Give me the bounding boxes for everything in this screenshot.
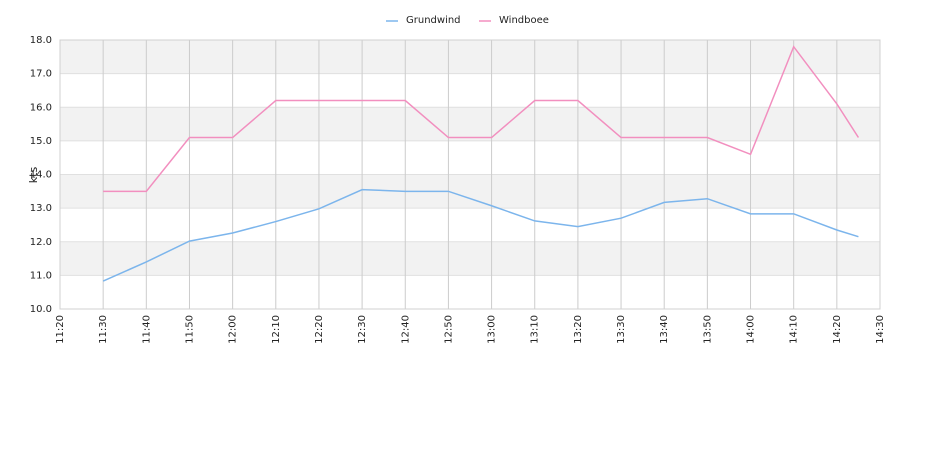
x-tick-label: 14:20 — [832, 315, 843, 344]
x-tick-label: 12:50 — [443, 315, 454, 344]
legend-label: Windboee — [499, 15, 549, 26]
legend-label: Grundwind — [406, 15, 461, 26]
x-tick-label: 11:50 — [184, 315, 195, 344]
x-tick-label: 13:30 — [616, 315, 627, 344]
y-tick-label: 15.0 — [30, 136, 52, 147]
x-tick-label: 12:00 — [228, 315, 239, 344]
x-tick-label: 13:40 — [659, 315, 670, 344]
grid-band — [60, 174, 880, 209]
y-tick-label: 14.0 — [30, 170, 52, 181]
x-tick-label: 12:40 — [400, 315, 411, 344]
x-tick-label: 13:00 — [487, 315, 498, 344]
x-tick-label: 11:20 — [55, 315, 66, 344]
y-tick-label: 10.0 — [30, 304, 52, 315]
y-tick-label: 12.0 — [30, 237, 52, 248]
y-tick-label: 13.0 — [30, 203, 52, 214]
y-tick-label: 17.0 — [30, 69, 52, 80]
y-tick-label: 11.0 — [30, 270, 52, 281]
y-tick-label: 18.0 — [30, 35, 52, 46]
x-tick-label: 14:30 — [875, 315, 886, 344]
x-tick-label: 11:40 — [141, 315, 152, 344]
x-tick-label: 11:30 — [98, 315, 109, 344]
x-tick-label: 13:20 — [573, 315, 584, 344]
series-line — [103, 45, 860, 193]
x-tick-label: 13:50 — [702, 315, 713, 344]
grid-band — [60, 40, 880, 74]
plot-border — [59, 39, 881, 310]
x-tick-label: 14:00 — [746, 315, 757, 344]
x-tick-label: 13:10 — [530, 315, 541, 344]
x-tick-label: 12:20 — [314, 315, 325, 344]
grid-band — [60, 241, 880, 276]
x-tick-label: 12:30 — [357, 315, 368, 344]
x-tick-label: 14:10 — [789, 315, 800, 344]
x-tick-label: 12:10 — [271, 315, 282, 344]
series-line — [102, 188, 859, 282]
grid-band — [60, 107, 880, 141]
y-axis-label: kts — [27, 167, 40, 184]
y-tick-label: 16.0 — [30, 102, 52, 113]
